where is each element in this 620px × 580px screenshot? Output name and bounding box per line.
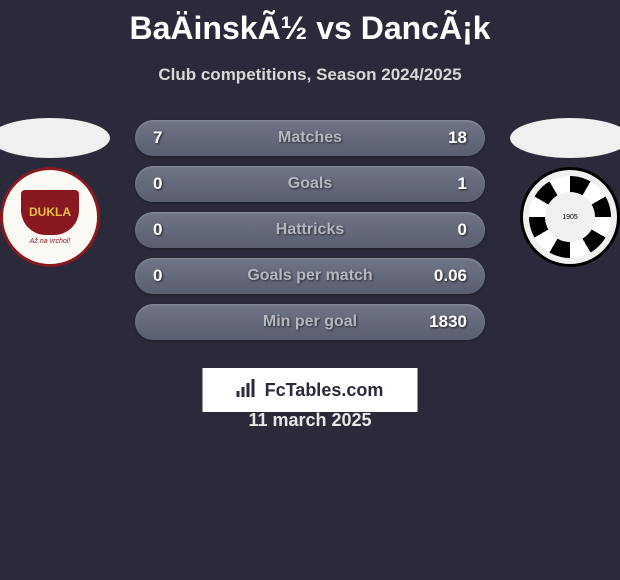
stat-row-goals-per-match: 0 Goals per match 0.06 xyxy=(135,258,485,294)
date-text: 11 march 2025 xyxy=(248,410,371,431)
stat-left-value: 7 xyxy=(153,128,193,148)
fctables-icon xyxy=(237,379,259,401)
stat-label: Goals per match xyxy=(247,267,372,285)
branding-text: FcTables.com xyxy=(265,380,384,401)
podium-right xyxy=(510,118,620,158)
club-left-shield: DUKLA xyxy=(21,190,79,235)
page-title: BaÄinskÃ½ vs DancÃ¡k xyxy=(0,0,620,47)
stat-right-value: 1 xyxy=(427,174,467,194)
stat-row-hattricks: 0 Hattricks 0 xyxy=(135,212,485,248)
stats-container: 7 Matches 18 0 Goals 1 0 Hattricks 0 0 G… xyxy=(135,120,485,350)
stat-left-value: 0 xyxy=(153,174,193,194)
club-right-center: 1905 xyxy=(545,192,595,242)
subtitle: Club competitions, Season 2024/2025 xyxy=(0,65,620,85)
stat-row-goals: 0 Goals 1 xyxy=(135,166,485,202)
stat-row-matches: 7 Matches 18 xyxy=(135,120,485,156)
stat-label: Matches xyxy=(278,129,342,147)
branding-box[interactable]: FcTables.com xyxy=(203,368,418,412)
club-logo-left: DUKLA Až na vrchol! xyxy=(0,167,100,267)
stat-row-min-per-goal: Min per goal 1830 xyxy=(135,304,485,340)
stat-right-value: 18 xyxy=(427,128,467,148)
stat-right-value: 0.06 xyxy=(427,266,467,286)
player-left-badge: DUKLA Až na vrchol! xyxy=(0,118,120,267)
stat-label: Goals xyxy=(288,175,332,193)
stat-right-value: 1830 xyxy=(427,312,467,332)
stat-label: Hattricks xyxy=(276,221,344,239)
player-right-badge: 1905 xyxy=(500,118,620,267)
stat-left-value: 0 xyxy=(153,266,193,286)
stat-label: Min per goal xyxy=(263,313,357,331)
club-left-tagline: Až na vrchol! xyxy=(30,238,70,245)
stat-left-value: 0 xyxy=(153,220,193,240)
club-logo-right: 1905 xyxy=(520,167,620,267)
podium-left xyxy=(0,118,110,158)
stat-right-value: 0 xyxy=(427,220,467,240)
